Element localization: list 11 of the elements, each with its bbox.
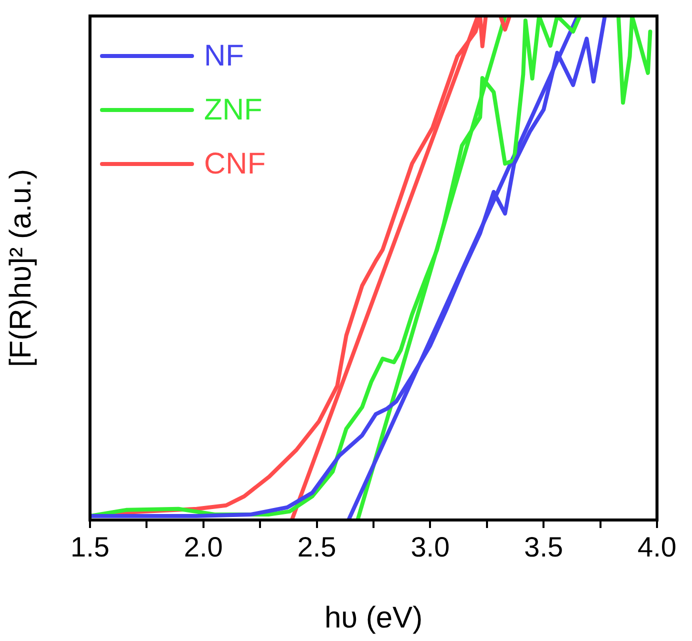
x-tick-label: 1.5 <box>70 532 110 563</box>
y-axis-title: [F(R)hυ]² (a.u.) <box>4 168 38 368</box>
legend-label: ZNF <box>204 93 262 126</box>
x-axis-title: hυ (eV) <box>324 601 423 634</box>
x-tick-label: 2.0 <box>184 532 223 563</box>
legend-label: NF <box>204 39 244 72</box>
x-tick-label: 2.5 <box>297 532 336 563</box>
legend-label: CNF <box>204 147 266 180</box>
x-tick-label: 4.0 <box>638 532 676 563</box>
x-tick-label: 3.5 <box>524 532 564 563</box>
x-tick-label: 3.0 <box>410 532 450 563</box>
